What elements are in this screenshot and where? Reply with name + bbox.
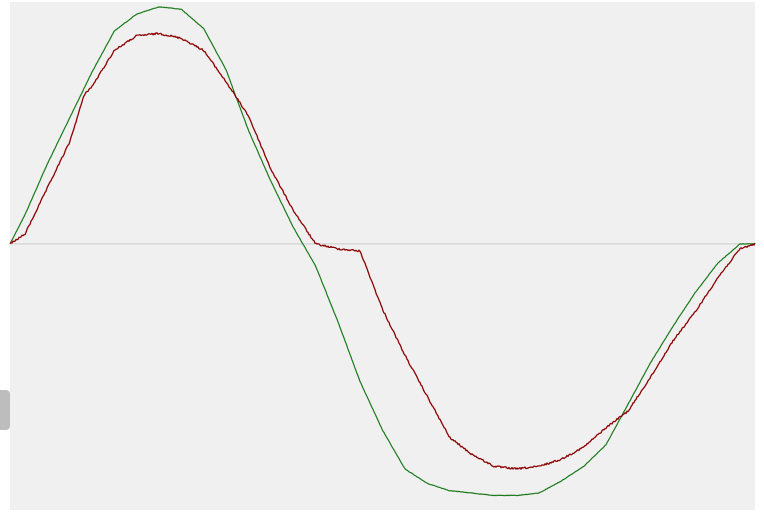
- series-green-line: [9, 6, 756, 497]
- side-scroll-handle[interactable]: [0, 390, 10, 430]
- plot-background: [10, 2, 755, 510]
- series-red-line: [9, 32, 756, 470]
